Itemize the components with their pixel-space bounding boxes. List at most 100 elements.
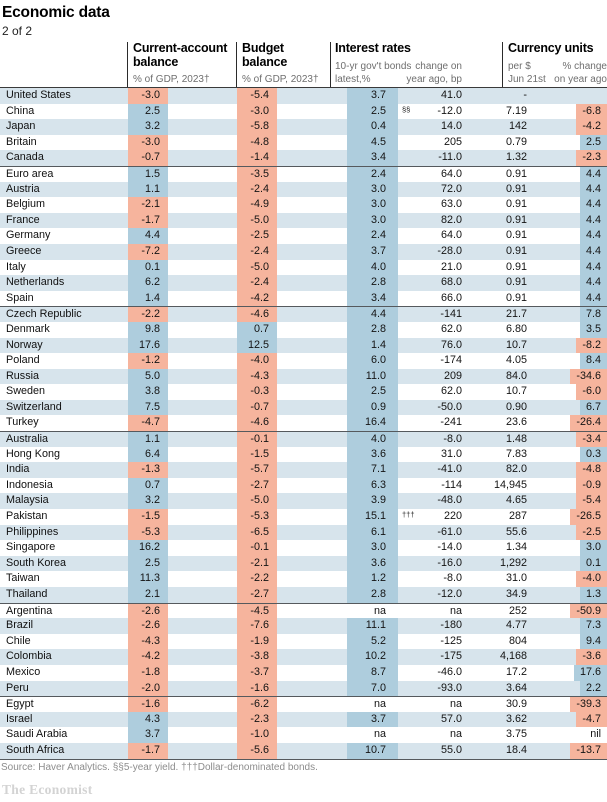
currency-change-value: -3.4 xyxy=(576,432,607,447)
cell-interest-rate-latest: 3.0 xyxy=(347,197,398,213)
cell-current-account-balance: -4.7 xyxy=(128,415,168,432)
cell-currency-change: 4.4 xyxy=(527,212,607,229)
currency-change-value: 6.7 xyxy=(579,399,607,416)
cell-spacer xyxy=(277,119,347,135)
table-row: Euro area 1.5 -3.5 2.4 64.0 0.91 4.4 xyxy=(0,165,607,182)
currency-change-value: 3.0 xyxy=(579,540,607,556)
cell-spacer xyxy=(168,291,237,307)
header-interest-sub-latest1: 10-yr gov't bonds xyxy=(335,60,412,72)
cell-spacer xyxy=(277,275,347,291)
cell-budget-balance: -3.7 xyxy=(237,664,277,681)
cell-interest-rate-latest: 8.7 xyxy=(347,664,398,681)
cell-country: Chile xyxy=(6,634,31,647)
cell-country: Hong Kong xyxy=(6,447,61,460)
table-row: Norway 17.6 12.5 1.4 76.0 10.7 -8.2 xyxy=(0,337,607,354)
cell-current-account-balance: 17.6 xyxy=(128,337,168,354)
cell-interest-rate-latest: 3.7 xyxy=(347,88,398,104)
cell-spacer xyxy=(168,307,237,322)
cell-currency-per-dollar: 0.79 xyxy=(505,135,527,148)
cell-interest-rate-change: -41.0 xyxy=(437,463,462,476)
cell-budget-balance: -5.0 xyxy=(237,212,277,229)
table-row: Russia 5.0 -4.3 11.0 209 84.0 -34.6 xyxy=(0,368,607,385)
cell-budget-balance: -4.8 xyxy=(237,134,277,151)
cell-interest-rate-latest: 2.8 xyxy=(347,587,398,603)
cell-interest-rate-change: -46.0 xyxy=(437,665,462,678)
cell-current-account-balance: 2.1 xyxy=(128,587,168,603)
cell-interest-rate-change: 31.0 xyxy=(440,447,462,460)
currency-change-value: -4.8 xyxy=(576,462,607,478)
cell-current-account-balance: 1.5 xyxy=(128,166,168,182)
header-current-account-sub: % of GDP, 2023† xyxy=(133,74,210,85)
cell-currency-change: 2.2 xyxy=(527,680,607,697)
cell-budget-balance: -6.2 xyxy=(237,697,277,712)
cell-interest-rate-latest: 2.4 xyxy=(347,166,398,182)
cell-interest-rate-change: 64.0 xyxy=(440,229,462,242)
cell-footnote-mark xyxy=(398,604,428,619)
cell-interest-rate-latest: 3.0 xyxy=(347,181,398,198)
cell-currency-change xyxy=(527,88,607,104)
cell-spacer xyxy=(277,167,347,182)
cell-currency-change: 3.5 xyxy=(527,321,607,338)
column-rule xyxy=(127,42,128,87)
cell-budget-balance: -4.3 xyxy=(237,368,277,385)
cell-interest-rate-change: -141 xyxy=(440,308,462,321)
currency-change-value: -34.6 xyxy=(570,368,607,385)
cell-footnote-mark xyxy=(398,618,428,634)
cell-footnote-mark xyxy=(398,244,428,260)
header-currency-sub-chg1: % change xyxy=(562,60,607,72)
currency-change-value: 17.6 xyxy=(573,664,607,681)
table-row: Britain -3.0 -4.8 4.5 205 0.79 2.5 xyxy=(0,134,607,151)
cell-interest-rate-change: -14.0 xyxy=(437,541,462,554)
cell-budget-balance: -5.0 xyxy=(237,493,277,510)
cell-currency-per-dollar: 0.91 xyxy=(505,198,527,211)
cell-interest-rate-change: 209 xyxy=(443,369,462,382)
cell-interest-rate-change: -11.0 xyxy=(438,151,462,164)
cell-currency-change: -26.5 xyxy=(527,509,607,525)
cell-interest-rate-latest: 4.0 xyxy=(347,259,398,276)
cell-budget-balance: -4.2 xyxy=(237,290,277,307)
cell-budget-balance: -2.4 xyxy=(237,275,277,291)
cell-interest-rate-latest: 16.4 xyxy=(347,415,398,432)
cell-spacer xyxy=(277,447,347,463)
column-rule xyxy=(502,42,503,87)
cell-interest-rate-change: 55.0 xyxy=(440,743,462,756)
cell-currency-change: 3.0 xyxy=(527,540,607,556)
cell-country: Brazil xyxy=(6,619,33,632)
cell-interest-rate-latest: 7.1 xyxy=(347,462,398,478)
cell-currency-change: -3.6 xyxy=(527,649,607,665)
cell-current-account-balance: 2.5 xyxy=(128,555,168,572)
cell-budget-balance: -3.0 xyxy=(237,103,277,120)
cell-spacer xyxy=(168,338,237,354)
table-row: Greece -7.2 -2.4 3.7 -28.0 0.91 4.4 xyxy=(0,243,607,260)
cell-country: Taiwan xyxy=(6,572,40,585)
currency-change-value: 4.4 xyxy=(579,290,607,307)
cell-interest-rate-change: -50.0 xyxy=(437,400,462,413)
cell-footnote-mark xyxy=(398,571,428,587)
cell-spacer xyxy=(168,556,237,572)
cell-footnote-mark xyxy=(398,665,428,681)
cell-interest-rate-change: 68.0 xyxy=(440,276,462,289)
cell-footnote-mark xyxy=(398,649,428,665)
cell-currency-per-dollar: 4.77 xyxy=(505,619,527,632)
cell-budget-balance: -5.6 xyxy=(237,742,277,759)
cell-currency-per-dollar: 55.6 xyxy=(505,525,527,538)
cell-footnote-mark xyxy=(398,587,428,603)
cell-currency-per-dollar: 31.0 xyxy=(505,572,527,585)
cell-footnote-mark: ††† xyxy=(402,510,415,520)
cell-interest-rate-change: 62.0 xyxy=(440,385,462,398)
page-subtitle: 2 of 2 xyxy=(2,24,33,38)
currency-change-value: 7.3 xyxy=(579,618,607,634)
cell-interest-rate-latest: 2.4 xyxy=(347,228,398,244)
cell-budget-balance: -4.0 xyxy=(237,353,277,369)
cell-currency-per-dollar: 0.91 xyxy=(505,167,527,180)
cell-footnote-mark xyxy=(398,384,428,400)
cell-spacer xyxy=(277,571,347,587)
cell-currency-per-dollar: 10.7 xyxy=(505,338,527,351)
currency-change-value: -50.9 xyxy=(570,603,607,619)
table-row: Canada -0.7 -1.4 3.4 -11.0 1.32 -2.3 xyxy=(0,150,607,166)
cell-interest-rate-latest: 3.4 xyxy=(347,150,398,166)
cell-footnote-mark xyxy=(398,634,428,650)
cell-current-account-balance: -1.7 xyxy=(128,742,168,759)
currency-change-value: -4.0 xyxy=(576,571,607,587)
cell-interest-rate-latest: 4.0 xyxy=(347,432,398,447)
